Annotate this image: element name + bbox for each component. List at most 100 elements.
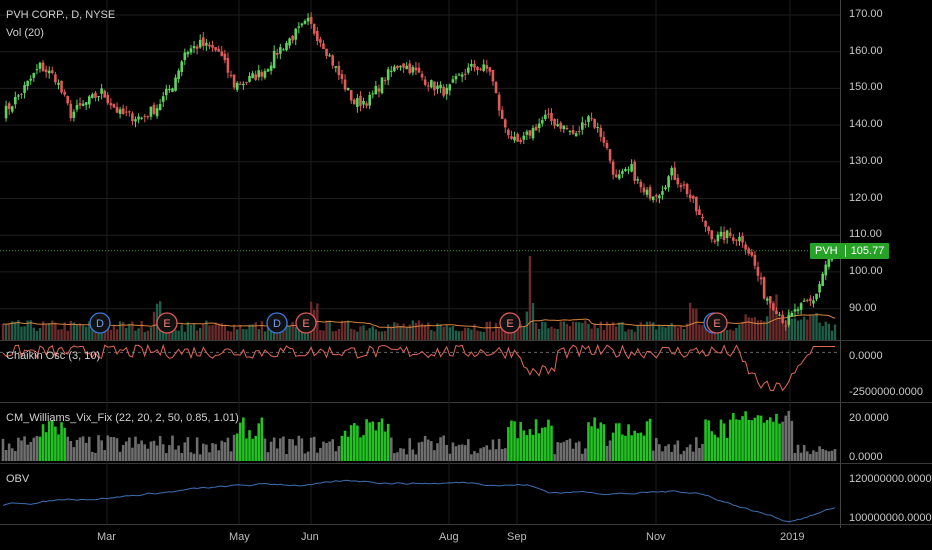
vix-bar <box>155 445 159 461</box>
candle-body <box>633 161 637 181</box>
vix-bar <box>223 442 227 461</box>
volume-bar <box>192 322 196 340</box>
volume-bar <box>667 325 670 340</box>
vix-bar <box>491 439 495 461</box>
candle-body <box>279 47 282 54</box>
dividend-marker <box>266 312 288 334</box>
volume-bar <box>565 323 569 340</box>
candle-body <box>587 116 590 123</box>
vix-bar <box>744 411 747 461</box>
vix-bar <box>781 421 784 461</box>
vix-bar <box>319 447 322 461</box>
vix-bar <box>137 443 140 461</box>
obv-pane-title[interactable]: OBV <box>6 473 30 485</box>
volume-bar <box>174 329 177 340</box>
vix-bar <box>553 454 556 461</box>
volume-bar <box>263 331 267 340</box>
volume-bar <box>75 324 79 340</box>
vix-fix-pane-title[interactable]: CM_Williams_Vix_Fix (22, 20, 2, 50, 0.85… <box>6 412 239 424</box>
price-tick-label: 110.00 <box>849 228 882 241</box>
vix-bar <box>134 436 137 461</box>
volume-bar <box>430 329 433 340</box>
vix-bar <box>550 425 553 461</box>
volume-bar <box>340 320 344 340</box>
volume-bar <box>550 326 553 340</box>
volume-bar <box>636 325 639 340</box>
vix-bar <box>698 447 701 461</box>
candle-body <box>69 103 73 119</box>
vix-bar <box>171 435 174 461</box>
volume-bar <box>162 329 165 340</box>
date-tick-label: 2019 <box>780 531 805 543</box>
vix-bar <box>362 435 365 461</box>
volume-bar <box>235 329 239 340</box>
volume-bar <box>519 324 522 340</box>
vix-bar <box>522 430 526 461</box>
candle-body <box>303 20 307 24</box>
vix-bar <box>654 437 658 461</box>
candle-body <box>685 183 689 194</box>
candle-body <box>540 120 544 124</box>
vix-bar <box>254 435 257 461</box>
vix-bar <box>710 431 714 461</box>
symbol-title: PVH CORP., D, NYSE <box>6 9 116 21</box>
candle-body <box>624 169 627 172</box>
volume-study-label[interactable]: Vol (20) <box>6 27 44 39</box>
volume-bar <box>417 320 421 340</box>
vix-bar <box>14 451 17 461</box>
candle-body <box>195 46 199 49</box>
earnings-marker <box>706 312 728 334</box>
vix-bar <box>389 437 393 461</box>
volume-bar <box>91 325 94 340</box>
vix-bar <box>279 438 282 461</box>
vix-bar <box>242 417 245 461</box>
vix-bar <box>411 449 415 461</box>
vix-bar <box>386 423 390 461</box>
vix-bar <box>63 427 66 461</box>
chaikin-pane-title[interactable]: Chaikin Osc (3, 10) <box>6 350 101 362</box>
vix-bar <box>337 445 341 461</box>
volume-bar <box>722 325 726 340</box>
volume-bar <box>436 323 439 340</box>
candle-body <box>482 64 486 71</box>
volume-bar <box>815 312 818 340</box>
volume-bar <box>331 331 334 340</box>
volume-bar <box>627 329 630 340</box>
volume-bar <box>793 318 797 340</box>
vix-bar <box>661 451 664 461</box>
candle-body <box>356 98 359 107</box>
vix-bar <box>29 442 33 461</box>
vix-bar <box>69 440 73 461</box>
obv-line <box>2 479 836 523</box>
vix-bar <box>765 419 769 461</box>
candle-body <box>414 67 418 71</box>
vix-bar <box>226 437 230 461</box>
volume-bar <box>464 327 467 340</box>
volume-bar <box>701 325 704 340</box>
vix-bar <box>617 423 621 461</box>
volume-bar <box>131 321 134 340</box>
volume-bar <box>288 325 291 340</box>
candle-body <box>282 49 285 51</box>
vix-bar <box>183 442 187 461</box>
volume-bar <box>294 326 297 340</box>
volume-bar <box>180 324 183 340</box>
chaikin-tick-0: 0.0000 <box>849 350 883 362</box>
candle-body <box>485 65 489 69</box>
candle-body <box>100 88 103 94</box>
candle-body <box>608 149 612 161</box>
vix-bar <box>430 441 433 461</box>
candle-body <box>479 68 482 70</box>
candle-body <box>238 83 242 85</box>
vix-bar <box>374 430 378 461</box>
candle-body <box>377 88 381 92</box>
volume-bar <box>645 321 649 340</box>
candle-body <box>670 167 673 176</box>
vix-bar <box>565 440 569 461</box>
volume-bar <box>322 330 325 340</box>
vix-bar <box>719 419 723 461</box>
candle-body <box>596 127 600 129</box>
volume-bar <box>14 321 17 340</box>
candle-body <box>198 39 202 48</box>
